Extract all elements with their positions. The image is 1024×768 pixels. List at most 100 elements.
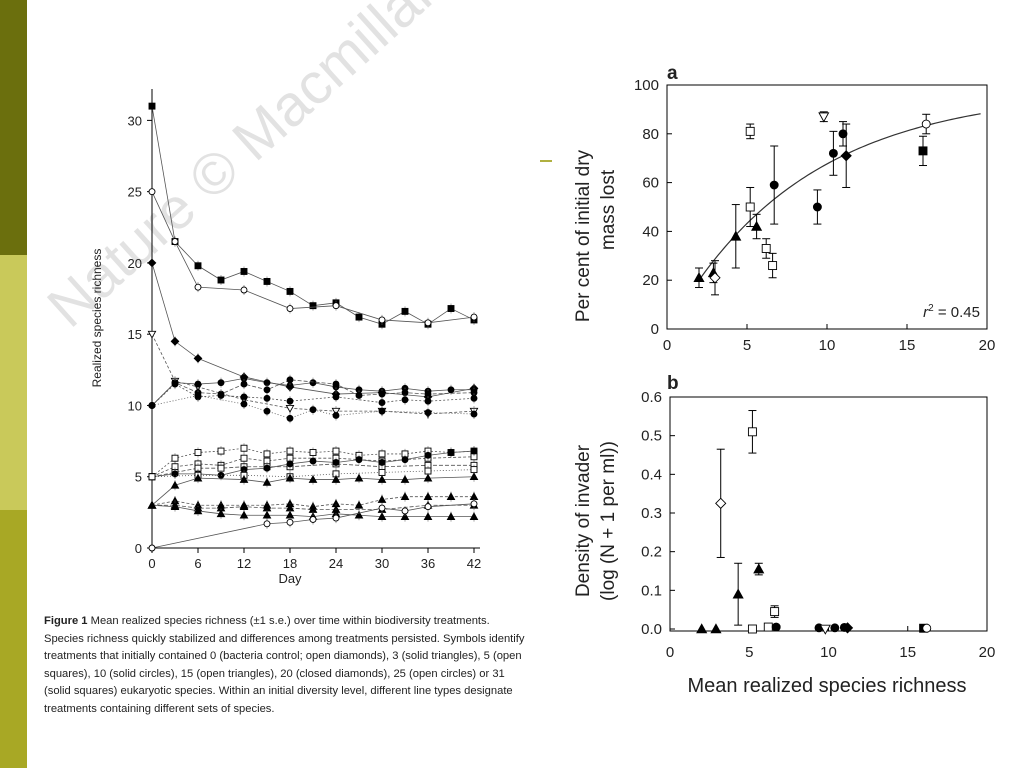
marker-solid-circle — [424, 397, 432, 405]
left-x-tick-label: 18 — [283, 556, 297, 571]
marker-open-diamond — [709, 272, 721, 284]
left-y-tick-label: 0 — [135, 541, 142, 556]
panel-a-x-tick-label: 15 — [899, 337, 916, 354]
marker-open-circle — [424, 503, 432, 511]
marker-solid-triangle — [400, 475, 410, 483]
marker-open-square — [217, 447, 225, 455]
marker-open-circle — [378, 504, 386, 512]
marker-open-square — [217, 464, 225, 472]
marker-solid-circle — [838, 129, 848, 139]
marker-solid-circle — [830, 623, 840, 633]
slide-strip-light — [0, 255, 27, 510]
left-y-axis-title: Realized species richness — [90, 249, 104, 388]
marker-open-circle — [470, 313, 478, 321]
marker-solid-circle — [355, 456, 363, 464]
marker-open-diamond — [715, 497, 727, 509]
marker-solid-square — [148, 102, 156, 110]
marker-solid-triangle — [751, 220, 763, 231]
marker-open-square — [761, 244, 771, 253]
left-x-tick-label: 30 — [375, 556, 389, 571]
marker-open-square — [763, 622, 773, 632]
marker-solid-circle — [240, 393, 248, 401]
panel-a-label: a — [667, 63, 678, 84]
left-series-line — [151, 262, 475, 398]
marker-open-square — [378, 450, 386, 458]
marker-solid-square — [286, 287, 294, 295]
marker-solid-circle — [769, 180, 779, 190]
marker-open-square — [770, 607, 780, 617]
slide-dash-accent — [540, 160, 552, 162]
marker-open-circle — [378, 316, 386, 324]
panel-b-frame — [669, 396, 988, 632]
panel-a-fit-curve — [698, 113, 981, 281]
marker-open-circle — [148, 188, 156, 196]
marker-solid-triangle — [262, 477, 272, 486]
left-x-tick-label: 0 — [148, 556, 155, 571]
marker-solid-square — [918, 146, 928, 156]
left-x-tick-label: 42 — [467, 556, 481, 571]
panel-a-y-tick-label: 60 — [642, 175, 659, 192]
marker-open-square — [768, 261, 778, 271]
marker-open-triangle — [285, 404, 295, 413]
marker-solid-triangle — [239, 502, 249, 510]
marker-solid-triangle — [693, 272, 705, 283]
left-x-tick-label: 12 — [237, 556, 251, 571]
panel-b-y-tick-label: 0.3 — [641, 505, 662, 522]
panel-a-x-tick-label: 10 — [819, 337, 836, 354]
marker-solid-circle — [378, 459, 386, 466]
marker-solid-circle — [240, 380, 248, 388]
marker-solid-triangle — [696, 623, 708, 634]
marker-open-square — [745, 202, 755, 212]
marker-solid-circle — [470, 410, 478, 418]
marker-solid-triangle — [377, 475, 387, 483]
marker-solid-circle — [332, 459, 340, 466]
marker-solid-square — [263, 278, 271, 285]
marker-open-square — [332, 447, 340, 455]
marker-open-circle — [286, 518, 294, 526]
marker-solid-circle — [194, 392, 202, 399]
marker-solid-triangle — [446, 512, 456, 520]
marker-solid-circle — [263, 386, 271, 394]
marker-solid-triangle — [469, 472, 479, 481]
marker-solid-triangle — [239, 475, 249, 483]
panel-b-y-tick-label: 0.5 — [641, 428, 662, 445]
panel-a-x-tick-label: 5 — [743, 337, 751, 354]
marker-solid-square — [194, 262, 202, 270]
marker-solid-triangle — [710, 623, 722, 634]
marker-solid-circle — [263, 379, 271, 387]
marker-open-square — [378, 469, 386, 476]
marker-solid-triangle — [354, 500, 364, 509]
marker-solid-triangle — [400, 492, 410, 501]
panel-a-x-tick-label: 0 — [663, 337, 671, 354]
figure-caption: Figure 1 Mean realized species richness … — [44, 613, 530, 719]
marker-solid-triangle — [147, 500, 157, 509]
marker-open-circle — [263, 520, 271, 528]
marker-open-circle — [401, 507, 409, 515]
marker-open-circle — [332, 514, 340, 522]
panel-a-y-tick-label: 20 — [642, 272, 659, 289]
marker-solid-square — [401, 307, 409, 315]
marker-solid-circle — [355, 392, 363, 399]
left-y-tick-label: 25 — [128, 185, 142, 200]
marker-solid-circle — [263, 407, 271, 415]
marker-open-square — [171, 454, 179, 462]
marker-open-square — [309, 449, 317, 456]
marker-solid-triangle — [285, 473, 295, 482]
panel-b-x-tick-label: 10 — [820, 644, 837, 661]
marker-open-square — [470, 466, 478, 474]
marker-solid-circle — [401, 456, 409, 464]
panel-b-y-tick-label: 0.2 — [641, 544, 662, 561]
marker-solid-circle — [401, 396, 409, 404]
slide-strip-dark — [0, 0, 27, 255]
marker-solid-circle — [424, 390, 432, 398]
marker-open-square — [263, 450, 271, 458]
marker-solid-circle — [148, 402, 156, 409]
caption-text: Mean realized species richness (±1 s.e.)… — [44, 615, 525, 715]
marker-solid-circle — [286, 397, 294, 405]
marker-solid-circle — [217, 379, 225, 387]
r-squared-annotation: r2 = 0.45 — [923, 303, 980, 321]
marker-solid-triangle — [423, 473, 433, 482]
marker-solid-triangle — [354, 510, 364, 519]
left-x-tick-label: 6 — [194, 556, 201, 571]
marker-open-circle — [194, 283, 202, 291]
